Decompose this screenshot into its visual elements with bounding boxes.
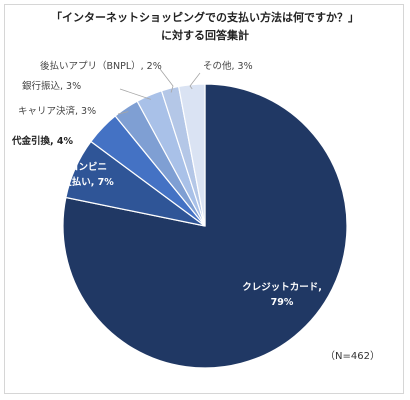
slice-label-5: 後払いアプリ（BNPL）, 2% (40, 60, 162, 72)
slice-label-1: コンビニ支払い, 7% (61, 161, 114, 188)
sample-size-note: （N=462） (325, 351, 380, 362)
leader-line-5 (159, 68, 174, 93)
leader-line-6 (189, 72, 201, 90)
slice-label-2: 代金引換, 4% (11, 135, 74, 147)
chart-title-line-2: に対する回答集計 (161, 29, 249, 42)
chart-title-line-1: 「インターネットショッピングでの支払い方法は何ですか？」 (51, 11, 359, 24)
pie-slice-6 (177, 83, 206, 227)
slice-label-4: 銀行振込, 3% (22, 80, 81, 92)
slice-label-0: クレジットカード, 79% (242, 282, 322, 308)
leader-line-4 (119, 88, 151, 100)
leader-line-3 (117, 111, 129, 115)
slice-label-6: その他, 3% (203, 60, 253, 72)
pie-slice-0 (62, 83, 348, 369)
slice-label-3: キャリア決済, 3% (18, 105, 96, 117)
